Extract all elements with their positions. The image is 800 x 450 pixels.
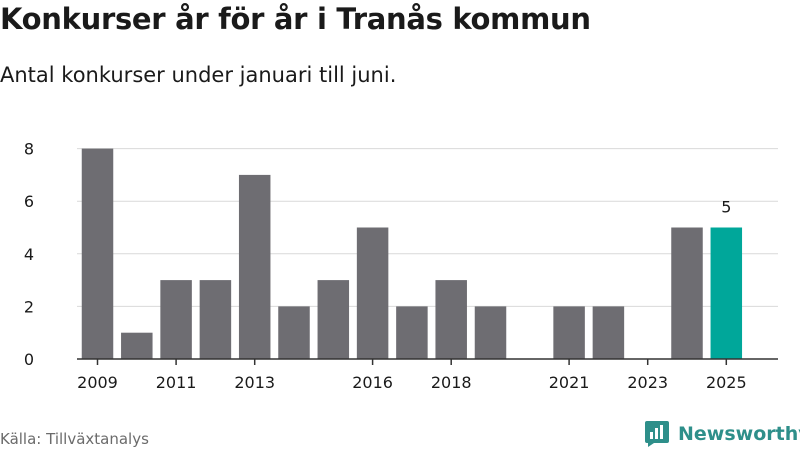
x-tick-label: 2016: [352, 373, 393, 392]
labels: 0 2 4 6 8 5 2009 2011 2013 2016 2018 2021 2023 2025: [24, 140, 747, 392]
newsworthy-logo-icon: [645, 421, 669, 447]
y-tick-label: 0: [24, 350, 34, 369]
chart-subtitle: Antal konkurser under januari till juni.: [0, 63, 397, 87]
bar-2010: [121, 332, 153, 359]
bar-2016: [356, 227, 389, 359]
bar-2017: [396, 306, 428, 359]
bar-2018: [435, 280, 467, 359]
x-tick-label: 2023: [627, 373, 668, 392]
bar-2011: [160, 280, 192, 359]
y-tick-label: 4: [24, 245, 34, 264]
data-label: 5: [721, 198, 731, 217]
x-tick-label: 2021: [549, 373, 590, 392]
x-tick-label: 2018: [431, 373, 472, 392]
y-tick-label: 8: [24, 140, 34, 159]
y-tick-label: 6: [24, 192, 34, 211]
bar-2021: [553, 306, 585, 359]
x-tick-label: 2011: [156, 373, 197, 392]
x-tick-label: 2013: [234, 373, 275, 392]
bar-2022: [592, 306, 625, 359]
y-tick-label: 2: [24, 297, 34, 316]
bar-2009: [81, 148, 114, 359]
chart-title: Konkurser år för år i Tranås kommun: [0, 2, 591, 36]
bar-2024: [671, 227, 703, 359]
brand-name: Newsworthy: [678, 423, 800, 445]
x-tick-label: 2009: [77, 373, 118, 392]
x-tick-label: 2025: [706, 373, 747, 392]
bar-2019: [474, 306, 507, 359]
bar-2014: [278, 306, 310, 359]
bar-2013: [238, 174, 271, 359]
axes: [77, 358, 778, 365]
source-note: Källa: Tillväxtanalys: [0, 430, 149, 448]
bars: [81, 148, 743, 359]
brand-logo: Newsworthy: [644, 420, 800, 448]
bar-2025: [710, 227, 743, 359]
bar-2015: [317, 280, 350, 359]
bar-2012: [199, 280, 232, 359]
